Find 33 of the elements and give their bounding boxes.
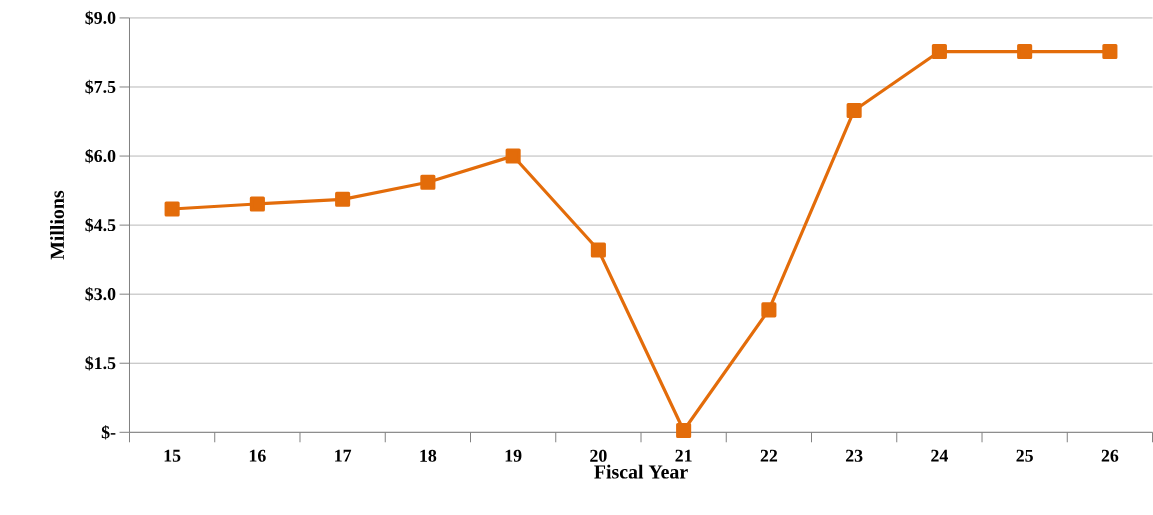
x-tick-label: 25 <box>1016 449 1033 462</box>
y-tick-label: $3.0 <box>85 287 116 302</box>
y-tick-label: $6.0 <box>85 148 116 164</box>
x-tick-label: 17 <box>335 449 352 462</box>
point <box>1102 43 1118 60</box>
y-tick-label: $7.5 <box>85 79 116 95</box>
x-tick-label: 22 <box>760 449 778 462</box>
x-tick-label: 15 <box>164 449 181 462</box>
x-tick-label: 20 <box>590 449 607 462</box>
x-tick-label: 23 <box>845 449 863 462</box>
y-axis-title: Millions <box>50 190 64 260</box>
x-tick-label: 18 <box>420 449 437 462</box>
point <box>931 43 947 60</box>
point <box>590 242 606 258</box>
point <box>846 102 862 119</box>
y-tick-label: $4.5 <box>85 217 116 233</box>
y-tick-label: $9.0 <box>85 10 116 26</box>
x-tick-label: 24 <box>931 449 948 462</box>
point <box>1017 43 1033 60</box>
x-tick-label: 26 <box>1101 449 1119 462</box>
point <box>420 174 436 190</box>
x-tick-label: 19 <box>505 449 522 462</box>
x-axis-title: Fiscal Year <box>594 464 688 479</box>
point <box>249 196 265 212</box>
point <box>676 422 692 439</box>
point <box>761 302 777 318</box>
point <box>164 201 180 217</box>
x-tick-label: 21 <box>675 449 692 462</box>
point <box>505 148 521 164</box>
x-tick-label: 16 <box>249 449 266 462</box>
y-tick-label: $- <box>101 425 116 440</box>
point <box>335 191 351 207</box>
y-tick-label: $1.5 <box>85 356 116 371</box>
